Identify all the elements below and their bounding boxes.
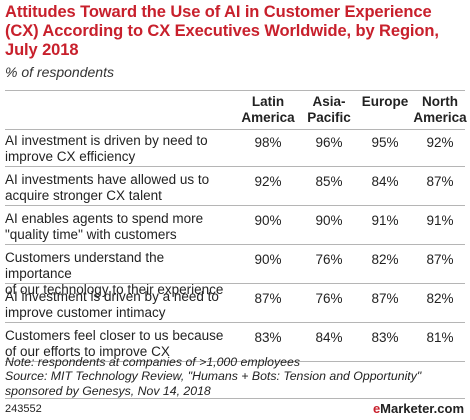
row-label: AI investment is driven by a need to impr… bbox=[5, 289, 225, 321]
value-cell: 82% bbox=[371, 252, 399, 267]
row-label-line: of our efforts to improve CX bbox=[5, 344, 170, 359]
value-cell: 84% bbox=[371, 174, 399, 189]
footer-rule bbox=[5, 398, 465, 399]
row-label-line: Customers understand the importance bbox=[5, 250, 165, 281]
row-divider bbox=[5, 322, 465, 323]
row-label: AI enables agents to spend more "quality … bbox=[5, 211, 225, 243]
value-cell: 92% bbox=[426, 135, 454, 150]
row-divider bbox=[5, 166, 465, 167]
logo-text: eMarketer bbox=[372, 401, 434, 416]
value-cell: 98% bbox=[254, 135, 282, 150]
row-label-line: improve customer intimacy bbox=[5, 305, 166, 320]
column-header-line: Europe bbox=[361, 94, 409, 109]
header-bottom-rule bbox=[5, 129, 465, 130]
chart-id: 243552 bbox=[5, 403, 42, 415]
row-label-line: acquire stronger CX talent bbox=[5, 188, 162, 203]
row-divider bbox=[5, 361, 465, 362]
value-cell: 87% bbox=[426, 174, 454, 189]
column-header-line: America bbox=[241, 110, 295, 125]
chart-title: Attitudes Toward the Use of AI in Custom… bbox=[5, 3, 439, 59]
value-cell: 96% bbox=[315, 135, 343, 150]
value-cell: 95% bbox=[371, 135, 399, 150]
row-divider bbox=[5, 244, 465, 245]
column-header: Latin America bbox=[236, 94, 300, 126]
value-cell: 87% bbox=[254, 291, 282, 306]
value-cell: 83% bbox=[371, 330, 399, 345]
value-cell: 76% bbox=[315, 291, 343, 306]
row-divider bbox=[5, 283, 465, 284]
row-label: AI investment is driven by need to improv… bbox=[5, 133, 225, 165]
row-label-line: of our technology to their experience bbox=[5, 282, 224, 297]
table-row: Customers understand the importance of ou… bbox=[0, 248, 470, 297]
value-cell: 81% bbox=[426, 330, 454, 345]
row-label-line: improve CX efficiency bbox=[5, 149, 136, 164]
value-cell: 90% bbox=[315, 213, 343, 228]
row-label-line: Customers feel closer to us because bbox=[5, 328, 224, 343]
value-cell: 90% bbox=[254, 213, 282, 228]
header-top-rule bbox=[5, 90, 465, 91]
row-label: Customers feel closer to us because of ou… bbox=[5, 328, 225, 360]
row-label-line: AI enables agents to spend more bbox=[5, 211, 204, 226]
row-label-line: AI investments have allowed us to bbox=[5, 172, 210, 187]
emarketer-logo: eMarketer.com bbox=[373, 401, 464, 416]
value-cell: 84% bbox=[315, 330, 343, 345]
row-label: AI investments have allowed us to acquire… bbox=[5, 172, 225, 204]
source-note: Note: respondents at companies of >1,000… bbox=[5, 355, 465, 398]
row-label-line: "quality time" with customers bbox=[5, 227, 177, 242]
column-header-line: Pacific bbox=[307, 110, 351, 125]
value-cell: 87% bbox=[371, 291, 399, 306]
value-cell: 90% bbox=[254, 252, 282, 267]
column-header: Asia- Pacific bbox=[299, 94, 359, 126]
chart-subtitle: % of respondents bbox=[5, 64, 114, 80]
row-label-line: AI investment is driven by a need to bbox=[5, 289, 219, 304]
table-row: AI enables agents to spend more "quality … bbox=[0, 209, 470, 248]
column-header: Europe bbox=[355, 94, 415, 110]
column-headers: Latin America Asia- Pacific Europe North Ameri… bbox=[0, 94, 470, 128]
column-header-line: America bbox=[413, 110, 467, 125]
value-cell: 82% bbox=[426, 291, 454, 306]
row-divider bbox=[5, 205, 465, 206]
column-header-line: North bbox=[422, 94, 458, 109]
table-row: Customers feel closer to us because of ou… bbox=[0, 326, 470, 365]
column-header-line: Asia- bbox=[312, 94, 346, 109]
value-cell: 83% bbox=[254, 330, 282, 345]
value-cell: 87% bbox=[426, 252, 454, 267]
row-label-line: AI investment is driven by need to bbox=[5, 133, 208, 148]
column-header-line: Latin bbox=[251, 94, 285, 109]
source-line: Source: MIT Technology Review, "Humans +… bbox=[5, 369, 422, 384]
value-cell: 91% bbox=[426, 213, 454, 228]
value-cell: 76% bbox=[315, 252, 343, 267]
sponsor-line: sponsored by Genesys, Nov 14, 2018 bbox=[5, 383, 211, 398]
table-row: AI investment is driven by need to improv… bbox=[0, 131, 470, 170]
table-row: AI investment is driven by a need to impr… bbox=[0, 287, 470, 326]
row-label: Customers understand the importance of ou… bbox=[5, 250, 225, 298]
table-row: AI investments have allowed us to acquire… bbox=[0, 170, 470, 209]
column-header: North America bbox=[410, 94, 470, 126]
note-line: Note: respondents at companies of >1,000… bbox=[5, 355, 300, 369]
value-cell: 92% bbox=[254, 174, 282, 189]
logo-suffix: .com bbox=[433, 401, 464, 416]
value-cell: 91% bbox=[371, 213, 399, 228]
value-cell: 85% bbox=[315, 174, 343, 189]
